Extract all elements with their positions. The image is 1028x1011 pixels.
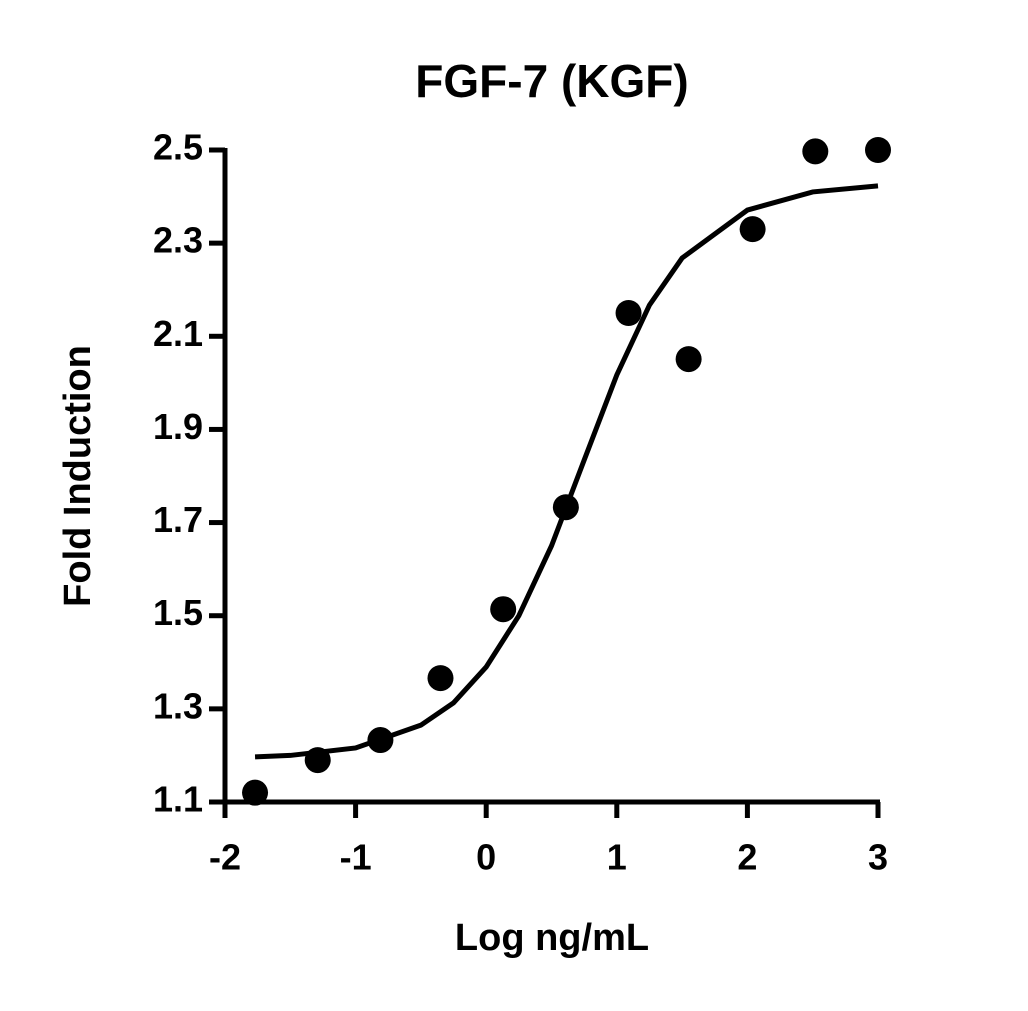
- x-tick-label: -1: [340, 837, 372, 878]
- x-tick-label: 3: [868, 837, 888, 878]
- y-tick-label: 1.1: [153, 779, 203, 820]
- y-tick-label: 2.3: [153, 220, 203, 261]
- x-tick-label: -2: [209, 837, 241, 878]
- data-point: [802, 138, 829, 165]
- x-tick-label: 1: [607, 837, 627, 878]
- y-axis-label: Fold Induction: [57, 345, 99, 607]
- y-tick-label: 2.1: [153, 313, 203, 354]
- fit-curve: [254, 183, 879, 760]
- y-tick-label: 1.3: [153, 685, 203, 726]
- data-point: [427, 665, 454, 692]
- data-point: [615, 300, 642, 326]
- data-point: [865, 137, 891, 163]
- y-tick-label: 1.7: [153, 499, 203, 540]
- data-point: [675, 346, 702, 373]
- y-tick-label: 1.9: [153, 406, 203, 447]
- x-axis-label: Log ng/mL: [455, 917, 649, 959]
- data-point: [739, 216, 766, 243]
- y-tick-label: 2.5: [153, 127, 203, 168]
- x-tick-label: 0: [476, 837, 496, 878]
- data-point: [490, 596, 517, 623]
- data-point: [242, 779, 269, 806]
- chart-title: FGF-7 (KGF): [415, 55, 688, 107]
- y-tick-label: 1.5: [153, 592, 203, 633]
- x-tick-label: 2: [737, 837, 757, 878]
